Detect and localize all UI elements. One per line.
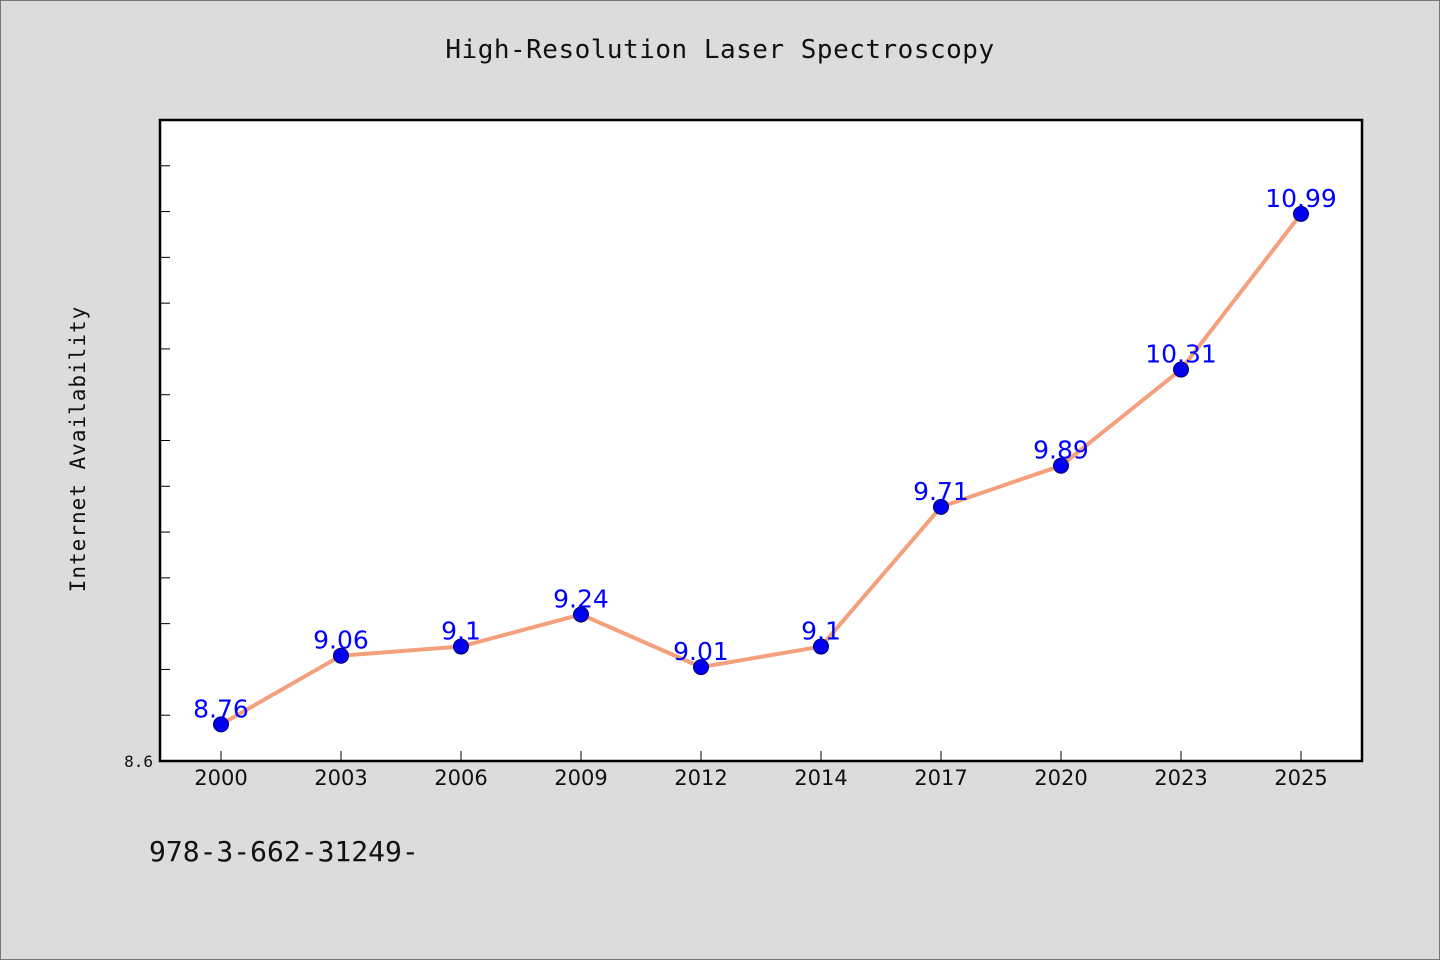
- data-point: [333, 647, 349, 664]
- x-tick-label: 2017: [914, 766, 967, 790]
- y-tick-label: 8.6: [124, 752, 153, 771]
- footer-code: 978-3-662-31249-: [149, 835, 419, 868]
- data-point: [813, 638, 829, 655]
- chart-title: High-Resolution Laser Spectroscopy: [445, 35, 995, 65]
- data-point: [1173, 361, 1189, 378]
- y-axis-ticks: [160, 165, 170, 716]
- x-tick-label: 2009: [554, 766, 607, 790]
- x-tick-label: 2023: [1154, 766, 1207, 790]
- data-label: 9.71: [913, 477, 969, 506]
- data-label: 9.1: [801, 617, 841, 646]
- x-tick-label: 2003: [314, 766, 367, 790]
- x-tick-label: 2014: [794, 766, 847, 790]
- data-label: 9.01: [673, 637, 729, 666]
- data-labels: 8.76 9.06 9.1 9.24 9.01 9.1 9.71 9.89 10.31 10.99: [193, 184, 1337, 724]
- data-label: 8.76: [193, 694, 249, 723]
- data-label: 10.31: [1145, 340, 1217, 369]
- data-label: 9.1: [441, 617, 481, 646]
- plot-area: [158, 118, 1364, 763]
- x-tick-label: 2025: [1274, 766, 1327, 790]
- data-label: 9.89: [1033, 436, 1089, 465]
- data-point: [933, 498, 949, 515]
- data-point: [693, 659, 709, 676]
- data-point: [213, 716, 229, 733]
- data-label: 10.99: [1265, 184, 1337, 213]
- data-label: 9.06: [313, 626, 369, 655]
- data-point: [1293, 205, 1309, 222]
- x-tick-label: 2012: [674, 766, 727, 790]
- x-tick-label: 2000: [194, 766, 247, 790]
- x-tick-label: 2020: [1034, 766, 1087, 790]
- data-point: [1053, 457, 1069, 474]
- data-label: 9.24: [553, 584, 609, 613]
- x-axis-ticks: 2000 2003 2006 2009 2012 2014 2017 2020 2023 2025: [194, 751, 1328, 790]
- x-tick-label: 2006: [434, 766, 487, 790]
- data-point: [453, 638, 469, 655]
- data-series: [213, 205, 1309, 733]
- data-point: [573, 606, 589, 623]
- series-line: [219, 211, 1303, 727]
